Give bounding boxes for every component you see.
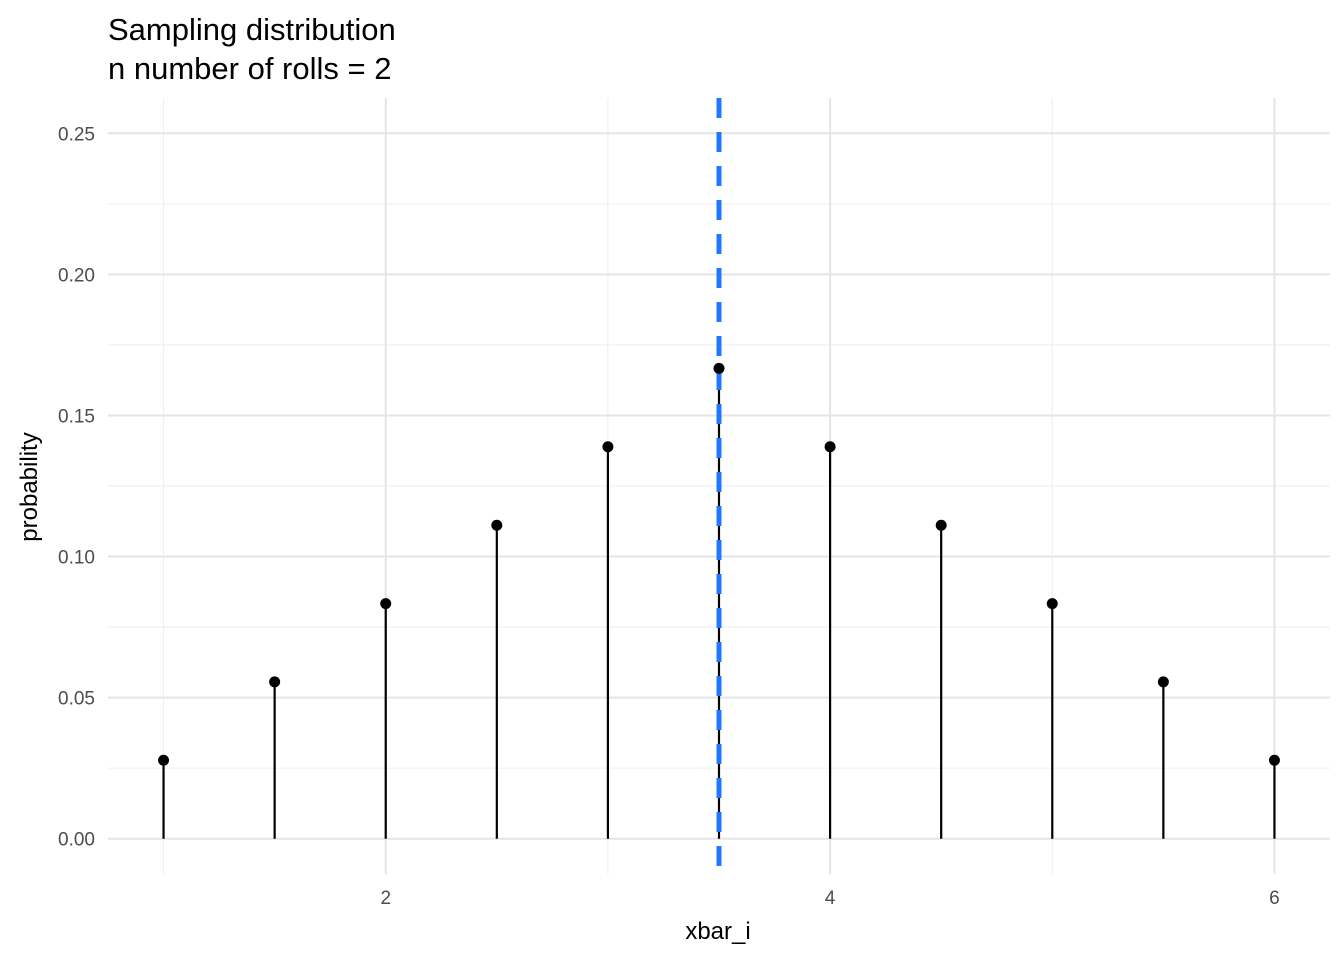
y-axis-tick-labels: 0.00 0.05 0.10 0.15 0.20 0.25 — [58, 124, 95, 850]
y-tick-label: 0.25 — [58, 124, 95, 145]
chart-title: Sampling distribution — [108, 12, 396, 47]
x-tick-label: 6 — [1269, 888, 1280, 909]
probability-point — [269, 676, 281, 688]
x-axis-tick-labels: 2 4 6 — [380, 888, 1279, 909]
probability-point — [1268, 754, 1280, 766]
chart-subtitle: n number of rolls = 2 — [108, 51, 391, 86]
probability-points — [158, 362, 1280, 766]
probability-point — [602, 441, 614, 453]
probability-point — [158, 754, 170, 766]
probability-point — [491, 519, 503, 531]
x-tick-label: 4 — [825, 888, 836, 909]
y-axis-title: probability — [16, 432, 43, 541]
y-tick-label: 0.05 — [58, 689, 95, 710]
probability-point — [935, 519, 947, 531]
probability-point — [713, 362, 725, 374]
y-tick-label: 0.10 — [58, 548, 95, 569]
probability-point — [824, 441, 836, 453]
y-tick-label: 0.20 — [58, 265, 95, 286]
probability-point — [1157, 676, 1169, 688]
x-tick-label: 2 — [380, 888, 391, 909]
y-tick-label: 0.00 — [58, 830, 95, 851]
x-axis-title: xbar_i — [685, 918, 750, 945]
probability-point — [1046, 598, 1058, 610]
probability-point — [380, 598, 392, 610]
y-tick-label: 0.15 — [58, 406, 95, 427]
